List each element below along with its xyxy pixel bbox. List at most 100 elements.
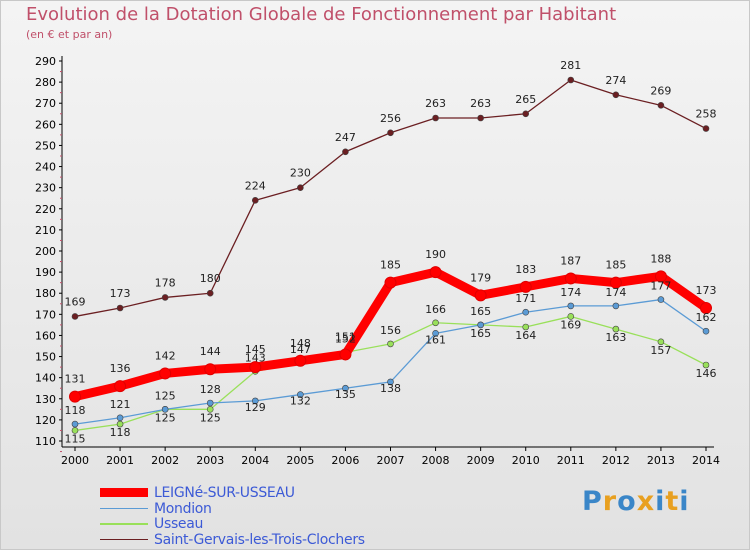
data-point: [206, 289, 214, 297]
x-tick-label: 2001: [106, 454, 134, 467]
data-label: 136: [110, 362, 131, 375]
x-tick-label: 2014: [692, 454, 720, 467]
data-label: 265: [515, 93, 536, 106]
x-tick-label: 2009: [467, 454, 495, 467]
data-label: 125: [200, 411, 221, 424]
data-label: 269: [650, 84, 671, 97]
y-tick-label: 120: [35, 414, 56, 427]
legend-swatch-usseau: [100, 523, 148, 525]
data-point: [387, 340, 394, 348]
data-label: 118: [110, 426, 131, 439]
y-tick-label: 160: [35, 329, 56, 342]
data-label: 173: [696, 284, 717, 297]
data-point: [702, 361, 710, 369]
data-label: 144: [200, 345, 221, 358]
data-point: [339, 348, 352, 361]
data-label: 115: [65, 432, 86, 445]
data-label: 169: [65, 295, 86, 308]
data-point: [567, 302, 575, 310]
data-point: [204, 363, 217, 376]
data-point: [432, 319, 439, 327]
data-point: [432, 330, 439, 337]
data-point: [700, 302, 712, 314]
data-point: [612, 325, 620, 333]
data-point: [161, 294, 169, 301]
logo-letter: t: [665, 486, 680, 517]
data-label: 224: [245, 179, 266, 192]
data-label: 145: [245, 343, 266, 356]
data-label: 263: [470, 97, 491, 110]
x-tick-label: 2007: [377, 454, 405, 467]
logo-letter: P: [582, 486, 603, 517]
data-point: [71, 420, 79, 428]
data-point: [474, 289, 487, 302]
data-label: 256: [380, 112, 401, 125]
data-label: 178: [155, 276, 176, 289]
data-point: [477, 114, 484, 122]
data-point: [702, 125, 710, 132]
data-point: [114, 380, 127, 393]
data-label: 263: [425, 97, 446, 110]
data-point: [657, 296, 665, 303]
data-label: 138: [380, 382, 401, 395]
x-tick-label: 2006: [331, 454, 359, 467]
data-label: 118: [65, 404, 86, 417]
y-tick-label: 140: [35, 372, 56, 385]
x-tick-label: 2003: [196, 454, 224, 467]
data-point: [71, 427, 79, 434]
proxiti-logo: Proxiti: [582, 486, 690, 517]
data-point: [342, 148, 349, 156]
y-tick-label: 170: [35, 308, 56, 321]
data-label: 165: [470, 305, 491, 318]
data-label: 179: [470, 271, 491, 284]
data-label: 169: [560, 318, 581, 331]
data-label: 163: [605, 331, 626, 344]
data-point: [249, 361, 262, 374]
y-tick-label: 290: [35, 55, 56, 68]
y-tick-label: 240: [35, 161, 56, 174]
data-label: 165: [470, 327, 491, 340]
legend-swatch-saint-gervais: [100, 538, 148, 540]
data-label: 129: [245, 401, 266, 414]
legend-label-mondion: Mondion: [154, 500, 212, 517]
data-point: [342, 384, 349, 392]
y-tick-label: 260: [35, 118, 56, 131]
y-tick-label: 180: [35, 287, 56, 300]
data-point: [522, 308, 530, 316]
data-point: [567, 76, 575, 84]
data-label: 121: [110, 398, 131, 411]
data-label: 185: [605, 259, 626, 272]
logo-letter: o: [617, 486, 637, 517]
data-label: 143: [245, 351, 266, 364]
data-label: 274: [605, 74, 626, 87]
data-label: 173: [110, 287, 131, 300]
data-label: 157: [650, 344, 671, 357]
data-label: 156: [380, 324, 401, 337]
data-point: [297, 184, 304, 191]
x-tick-label: 2004: [241, 454, 269, 467]
data-point: [251, 397, 259, 405]
data-label: 152: [335, 332, 356, 345]
data-point: [206, 399, 214, 407]
data-point: [116, 420, 124, 428]
data-point: [387, 129, 394, 137]
y-tick-label: 130: [35, 393, 56, 406]
x-tick-label: 2011: [557, 454, 585, 467]
data-label: 166: [425, 303, 446, 316]
y-tick-label: 270: [35, 97, 56, 110]
data-point: [116, 414, 124, 422]
data-point: [564, 272, 577, 285]
data-label: 188: [650, 252, 671, 265]
data-point: [522, 323, 530, 331]
data-label: 187: [560, 254, 581, 267]
y-tick-label: 210: [35, 224, 56, 237]
data-point: [654, 270, 667, 283]
y-tick-label: 230: [35, 182, 56, 195]
data-point: [294, 354, 307, 367]
x-tick-label: 2000: [61, 454, 89, 467]
x-tick-label: 2002: [151, 454, 179, 467]
data-label: 131: [65, 373, 86, 386]
legend-label-leigne: LEIGNé-SUR-USSEAU: [154, 485, 295, 501]
data-label: 142: [155, 349, 176, 362]
